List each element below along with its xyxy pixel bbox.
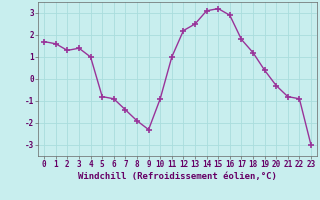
X-axis label: Windchill (Refroidissement éolien,°C): Windchill (Refroidissement éolien,°C) — [78, 172, 277, 181]
